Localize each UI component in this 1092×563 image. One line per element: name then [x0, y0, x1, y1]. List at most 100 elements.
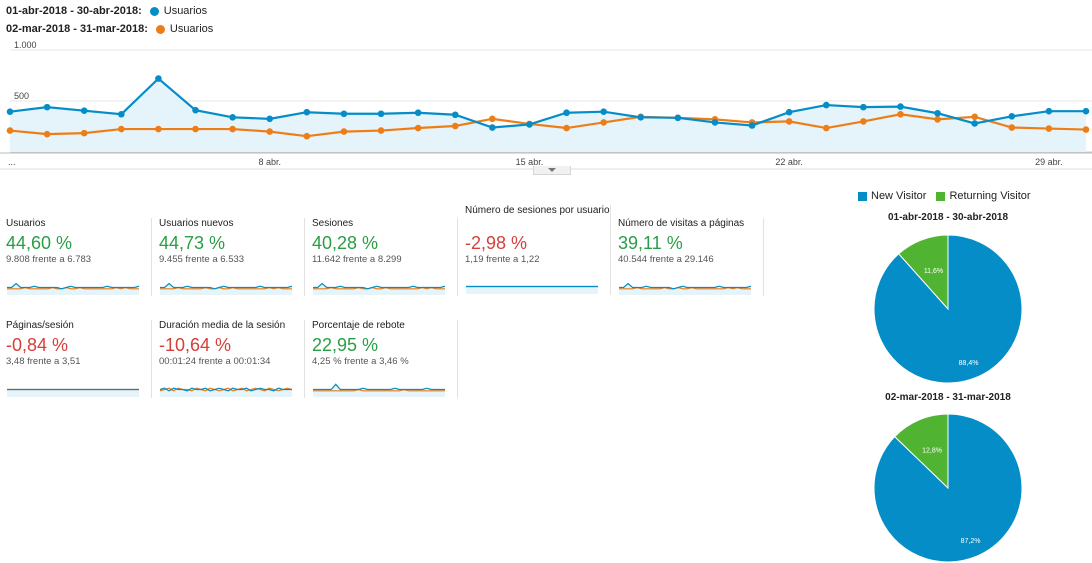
series-current-point[interactable] — [229, 114, 236, 121]
metric-card[interactable]: Usuarios nuevos 44,73 % 9.455 frente a 6.5… — [159, 218, 305, 296]
series-current-point[interactable] — [1008, 113, 1016, 120]
series-current-point[interactable] — [303, 108, 311, 116]
sparkline-area — [466, 286, 598, 294]
series-previous-point[interactable] — [451, 122, 459, 130]
series-previous-point[interactable] — [43, 130, 51, 138]
series-current-point[interactable] — [897, 103, 904, 110]
series-previous-point[interactable] — [860, 118, 867, 125]
metric-card[interactable]: Porcentaje de rebote 22,95 % 4,25 % frente… — [312, 320, 458, 398]
series-previous-point[interactable] — [6, 127, 14, 134]
series-current-point[interactable] — [192, 106, 199, 114]
series-current-point[interactable] — [785, 108, 793, 116]
metric-change: 39,11 % — [618, 233, 683, 253]
series-previous-point[interactable] — [414, 124, 422, 132]
pie-chart-current[interactable]: 88,4% 11,6% — [873, 234, 1023, 384]
pie-legend-new: New Visitor — [871, 190, 927, 202]
series-previous-point[interactable] — [80, 129, 88, 137]
metric-compare: 3,48 frente a 3,51 — [6, 356, 81, 367]
metric-compare: 9.808 frente a 6.783 — [6, 254, 92, 265]
series-current-point[interactable] — [748, 122, 756, 129]
series-previous-point[interactable] — [934, 116, 941, 123]
series-current-point[interactable] — [414, 109, 422, 117]
series-current-point[interactable] — [80, 107, 88, 114]
metric-compare: 11.642 frente a 8.299 — [312, 254, 402, 265]
series-previous-point[interactable] — [1045, 125, 1053, 132]
metric-sparkline — [466, 285, 598, 294]
series-current-point[interactable] — [526, 121, 533, 128]
series-previous-point[interactable] — [192, 125, 199, 133]
pie-slice-returning-visitor[interactable] — [893, 413, 949, 490]
metric-card[interactable]: Duración media de la sesión -10,64 % 00:01… — [159, 320, 305, 398]
series-current-point[interactable] — [971, 120, 978, 127]
series-current-point[interactable] — [118, 110, 125, 118]
new-visitor-swatch-icon — [858, 191, 867, 201]
series-current-point[interactable] — [822, 101, 830, 109]
series-current-point[interactable] — [377, 110, 385, 118]
legend-current-range: 01-abr-2018 - 30-abr-2018: — [6, 5, 142, 17]
y-tick-label: 500 — [14, 91, 29, 101]
pie-title-current: 01-abr-2018 - 30-abr-2018 — [887, 212, 1009, 223]
series-current-point[interactable] — [43, 103, 51, 111]
series-previous-point[interactable] — [489, 115, 496, 123]
metric-change: -2,98 % — [465, 233, 528, 253]
series-current-point[interactable] — [6, 108, 14, 116]
x-tick-label: 8 abr. — [258, 157, 281, 167]
series-previous-point[interactable] — [1082, 126, 1090, 133]
pie-slice-returning-visitor[interactable] — [898, 234, 949, 311]
series-previous-point[interactable] — [266, 128, 274, 135]
series-current-point[interactable] — [266, 115, 274, 123]
series-previous-point[interactable] — [1008, 124, 1016, 131]
series-previous-point[interactable] — [785, 118, 793, 125]
sparkline-area — [7, 389, 139, 397]
series-current-point[interactable] — [1082, 107, 1090, 115]
series-previous-point[interactable] — [600, 119, 607, 126]
series-current-point[interactable] — [637, 114, 645, 121]
x-tick-label: 29 abr. — [1035, 157, 1063, 167]
series-previous-point[interactable] — [303, 132, 311, 140]
series-current-point[interactable] — [489, 124, 496, 131]
collapse-chart-button[interactable] — [533, 166, 571, 175]
series-current-point[interactable] — [934, 109, 941, 117]
series-previous-point[interactable] — [897, 110, 904, 118]
series-previous-point[interactable] — [118, 125, 125, 133]
metric-card[interactable]: Usuarios 44,60 % 9.808 frente a 6.783 — [6, 218, 152, 296]
x-tick-label: 22 abr. — [775, 157, 803, 167]
series-current-point[interactable] — [600, 108, 607, 116]
pie-slice-label: 88,4% — [959, 360, 979, 367]
metric-label: Páginas/sesión — [6, 320, 74, 331]
metric-compare: 00:01:24 frente a 00:01:34 — [159, 356, 271, 367]
series-current-point[interactable] — [451, 111, 459, 119]
series-previous-point[interactable] — [971, 113, 978, 121]
sparkline-current — [619, 282, 752, 290]
metric-compare: 1,19 frente a 1,22 — [465, 254, 540, 265]
series-previous-point[interactable] — [377, 127, 385, 134]
series-current-point[interactable] — [1045, 107, 1053, 115]
pie-chart-previous[interactable]: 87,2% 12,8% — [873, 413, 1023, 563]
series-previous-point[interactable] — [155, 125, 162, 133]
series-current-point[interactable] — [674, 114, 682, 122]
series-current-point[interactable] — [340, 110, 348, 118]
series-current-point[interactable] — [860, 103, 867, 111]
pie-title-previous: 02-mar-2018 - 31-mar-2018 — [885, 392, 1011, 403]
pie-legend-returning: Returning Visitor — [949, 190, 1031, 202]
sparkline-current — [7, 282, 140, 290]
series-previous-point[interactable] — [822, 124, 830, 132]
metric-card[interactable]: Sesiones 40,28 % 11.642 frente a 8.299 — [312, 218, 458, 296]
sparkline-previous — [313, 388, 445, 392]
metric-card[interactable]: Número de visitas a páginas 39,11 % 40.544… — [618, 218, 764, 296]
legend-previous-dot-icon — [155, 24, 165, 34]
x-tick-label: ... — [8, 157, 16, 167]
series-current-point[interactable] — [711, 119, 719, 126]
series-current-point[interactable] — [563, 109, 570, 117]
metric-card[interactable]: Páginas/sesión -0,84 % 3,48 frente a 3,51 — [6, 320, 152, 398]
sparkline-current — [159, 387, 292, 392]
metric-compare: 9.455 frente a 6.533 — [159, 254, 245, 265]
metric-label: Sesiones — [312, 218, 354, 229]
series-previous-point[interactable] — [229, 125, 236, 133]
metric-card[interactable]: Número de sesiones por usuario -2,98 % 1,1… — [465, 205, 611, 295]
series-current-point[interactable] — [155, 75, 162, 82]
series-previous-point[interactable] — [340, 128, 348, 135]
users-line-chart[interactable]: 1.000 500... 8 abr. 15 abr. 22 abr. 29 abr. — [0, 38, 1092, 178]
series-current-line — [9, 77, 1086, 129]
series-previous-point[interactable] — [563, 124, 570, 132]
